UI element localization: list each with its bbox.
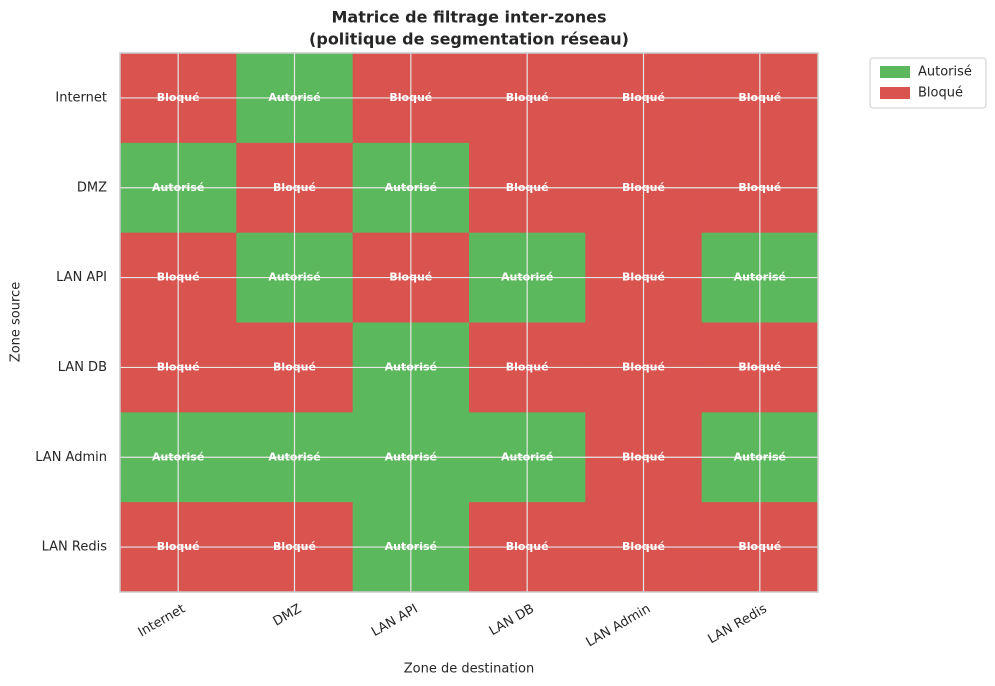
cell-label: Autorisé — [268, 271, 320, 284]
cell-label: Autorisé — [152, 181, 204, 194]
y-tick-label: LAN Redis — [42, 540, 108, 555]
cell-label: Bloqué — [273, 540, 316, 553]
y-tick-label: LAN Admin — [35, 450, 107, 465]
cell-label: Bloqué — [506, 360, 549, 373]
cell-label: Bloqué — [389, 271, 432, 284]
cell-label: Autorisé — [385, 181, 437, 194]
cell-label: Bloqué — [738, 91, 781, 104]
cell-label: Bloqué — [157, 91, 200, 104]
plot-border — [119, 52, 819, 593]
cell-label: Autorisé — [734, 450, 786, 463]
cell-label: Autorisé — [501, 271, 553, 284]
legend-swatch — [880, 66, 910, 78]
y-tick-label: LAN API — [56, 270, 107, 285]
cell-label: Bloqué — [738, 360, 781, 373]
legend: Autorisé Bloqué — [869, 57, 987, 109]
cell-label: Bloqué — [157, 540, 200, 553]
cell-label: Bloqué — [506, 540, 549, 553]
cell-label: Bloqué — [273, 360, 316, 373]
cell-label: Bloqué — [389, 91, 432, 104]
x-tick-label: DMZ — [271, 601, 305, 629]
cell-label: Bloqué — [622, 271, 665, 284]
cell-label: Autorisé — [268, 91, 320, 104]
cell-label: Bloqué — [622, 540, 665, 553]
x-tick-label: LAN API — [369, 602, 421, 640]
cell-label: Autorisé — [385, 450, 437, 463]
chart-title: Matrice de filtrage inter-zones — [331, 8, 606, 27]
cell-label: Bloqué — [622, 360, 665, 373]
cell-label: Bloqué — [738, 181, 781, 194]
legend-swatch — [880, 87, 910, 99]
x-tick-label: LAN Admin — [584, 602, 654, 651]
cell-label: Bloqué — [506, 91, 549, 104]
y-tick-label: DMZ — [77, 180, 107, 195]
cell-label: Bloqué — [622, 450, 665, 463]
chart-title: (politique de segmentation réseau) — [309, 30, 629, 49]
cell-label: Bloqué — [506, 181, 549, 194]
x-tick-label: Internet — [136, 602, 188, 641]
cell-label: Bloqué — [738, 540, 781, 553]
cell-label: Autorisé — [501, 450, 553, 463]
cell-label: Autorisé — [385, 540, 437, 553]
cell-label: Autorisé — [152, 450, 204, 463]
cell-label: Bloqué — [157, 271, 200, 284]
cell-label: Bloqué — [157, 360, 200, 373]
cell-label: Autorisé — [734, 271, 786, 284]
y-axis-label: Zone source — [9, 282, 24, 362]
legend-label: Autorisé — [918, 65, 972, 80]
legend-label: Bloqué — [918, 86, 963, 101]
cell-label: Bloqué — [622, 181, 665, 194]
cell-label: Bloqué — [622, 91, 665, 104]
y-tick-label: LAN DB — [58, 360, 107, 375]
x-axis-label: Zone de destination — [404, 662, 534, 677]
x-tick-label: LAN Redis — [705, 601, 769, 647]
x-tick-label: LAN DB — [487, 602, 537, 640]
y-tick-label: Internet — [55, 90, 107, 105]
cell-label: Autorisé — [385, 360, 437, 373]
cell-label: Autorisé — [268, 450, 320, 463]
cell-label: Bloqué — [273, 181, 316, 194]
